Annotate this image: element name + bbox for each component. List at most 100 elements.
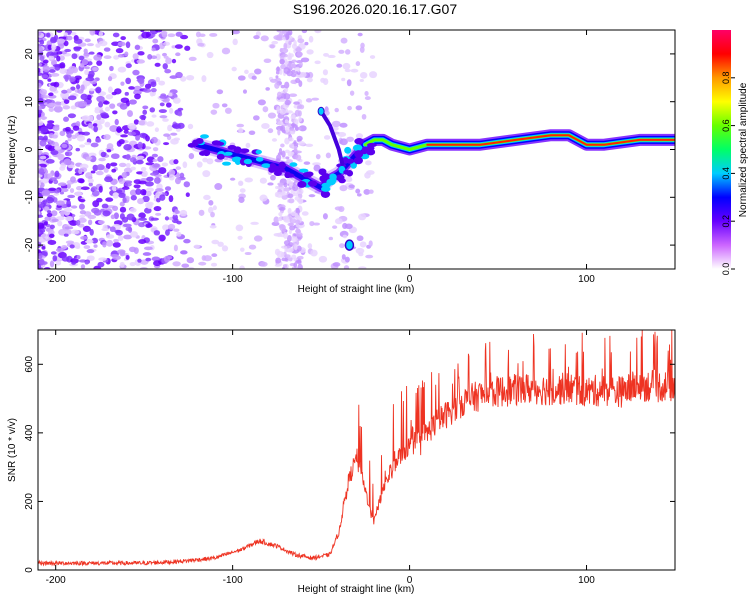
noise-blob [105,234,115,239]
noise-blob [175,31,183,37]
noise-blob [128,246,137,253]
noise-blob [177,122,185,129]
noise-blob [255,31,261,37]
noise-blob [67,164,75,169]
noise-blob [332,225,338,229]
noise-blob [117,235,124,242]
noise-blob [275,257,282,264]
noise-blob [177,107,184,111]
noise-blob [111,168,117,173]
noise-blob [64,75,69,82]
snr-panel: -200 -100 0 100 0 200 400 600 Height of straig… [7,329,676,595]
noise-blob [306,49,314,55]
noise-blob [279,108,286,115]
noise-blob [172,261,181,267]
noise-blob [210,109,218,115]
noise-blob [238,196,245,203]
noise-blob [282,264,288,268]
noise-blob [77,89,84,94]
noise-blob [308,194,316,198]
noise-blob [187,123,194,130]
noise-blob [336,63,343,68]
noise-blob [75,219,81,226]
noise-blob [283,231,288,239]
noise-blob [70,229,80,235]
noise-blob [165,102,172,108]
noise-blob [163,142,170,146]
noise-blob [284,119,289,124]
noise-blob [298,198,304,205]
noise-blob [63,99,70,104]
noise-blob [115,48,124,54]
noise-blob [216,89,224,95]
ridge-blob [202,149,211,157]
spectrogram-y-axis: -20 -10 0 10 20 [24,48,675,252]
noise-blob [41,246,46,250]
noise-blob [60,91,70,99]
noise-blob [103,167,109,173]
noise-blob [86,249,95,254]
noise-blob [280,191,287,196]
noise-blob [284,99,291,106]
noise-blob [196,161,203,168]
noise-blob [125,77,132,85]
noise-blob [171,58,177,64]
noise-blob [137,51,145,56]
noise-blob [109,226,116,233]
noise-blob [142,109,148,115]
noise-blob [123,234,132,240]
noise-blob [293,262,298,268]
noise-blob [76,84,81,90]
noise-blob [153,205,162,212]
noise-blob [50,72,60,77]
noise-blob [276,34,283,38]
noise-blob [314,60,321,65]
noise-blob [278,224,285,229]
noise-blob [49,140,55,146]
noise-blob [90,30,96,36]
noise-blob [112,192,119,196]
noise-blob [175,52,181,57]
noise-blob [122,197,127,203]
noise-blob [87,178,94,184]
noise-blob [125,63,132,69]
noise-blob [68,65,77,73]
noise-blob [66,200,71,207]
noise-blob [231,30,240,35]
noise-blob [259,194,268,202]
noise-blob [129,261,136,267]
noise-blob [305,98,313,103]
noise-blob [159,102,165,107]
noise-blob [298,125,307,132]
noise-blob [260,35,269,42]
noise-blob [312,222,320,226]
noise-blob [293,101,300,105]
noise-blob [54,170,60,178]
noise-blob [88,51,95,55]
spectrogram-ylabel: Frequency (Hz) [7,116,18,185]
noise-blob [86,43,94,47]
noise-blob [68,95,77,101]
noise-blob [69,188,75,194]
noise-blob [158,109,167,114]
noise-blob [168,195,174,203]
noise-blob [78,168,83,175]
noise-blob [295,232,303,237]
noise-blob [292,114,296,120]
noise-blob [38,252,43,260]
noise-blob [84,142,91,146]
noise-blob [63,158,72,166]
ridge-blob [298,168,309,173]
noise-blob [214,183,223,191]
noise-blob [61,89,68,94]
noise-blob [98,257,107,261]
noise-blob [64,226,74,230]
noise-blob [134,44,141,50]
noise-blob [113,238,119,243]
noise-blob [339,185,348,192]
noise-blob [50,36,58,44]
noise-blob [155,188,164,193]
noise-blob [267,182,274,186]
noise-blob [38,229,44,236]
noise-blob [40,126,49,133]
